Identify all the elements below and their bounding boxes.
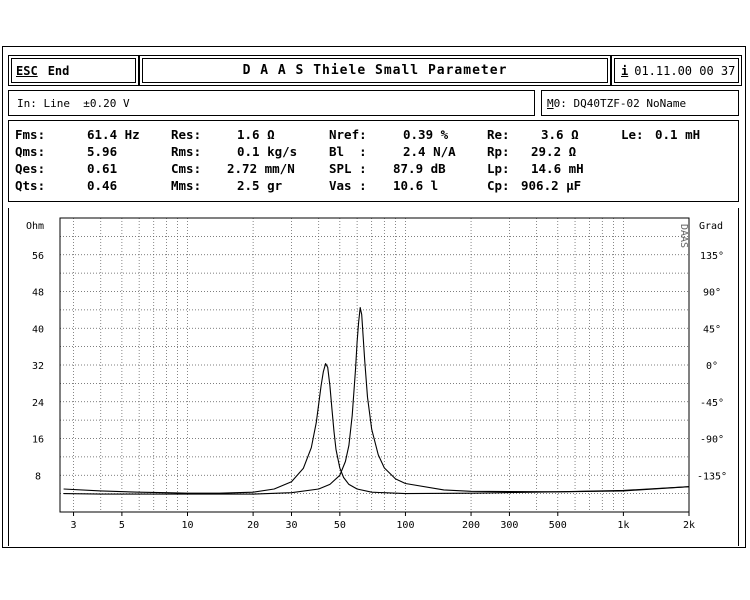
y-tick-label: 32 [32, 361, 44, 372]
y-tick-label: 24 [32, 398, 44, 409]
y2-tick-label: 45° [703, 324, 721, 335]
datetime-text: 01.11.00 00 37 [634, 63, 736, 78]
param-value: 2.72 mm/N [227, 161, 295, 176]
y-tick-label: 40 [32, 324, 44, 335]
chart-grid [60, 218, 690, 512]
end-label: End [47, 63, 70, 78]
param-value: 906.2 µF [521, 178, 582, 193]
param-value: 14.6 mH [531, 161, 584, 176]
param-label: Qms: [15, 144, 46, 159]
param-value: 87.9 dB [393, 161, 446, 176]
x-tick-label: 300 [500, 520, 518, 531]
param-value: 61.4 Hz [87, 127, 140, 142]
series-line-impedance-free-air [63, 307, 690, 495]
param-value: 0.46 [87, 178, 118, 193]
param-value: 2.4 N/A [403, 144, 456, 159]
param-label: Mms: [171, 178, 202, 193]
y-tick-label: 16 [32, 435, 44, 446]
x-tick-label: 50 [334, 520, 346, 531]
y2-tick-label: 0° [706, 361, 718, 372]
param-label: Bl : [329, 144, 367, 159]
info-icon: i [621, 63, 629, 78]
param-label: SPL : [329, 161, 367, 176]
x-tick-label: 10 [181, 520, 193, 531]
param-label: Le: [621, 127, 644, 142]
param-value: 5.96 [87, 144, 118, 159]
model-field[interactable]: M 0: DQ40TZF-02 NoName [541, 90, 739, 116]
param-label: Nref: [329, 127, 367, 142]
y-tick-label: 8 [35, 471, 41, 482]
y2-tick-label: 90° [703, 288, 721, 299]
param-label: Cp: [487, 178, 510, 193]
param-value: 1.6 Ω [237, 127, 275, 142]
y2-tick-label: 135° [700, 251, 724, 262]
x-tick-label: 2k [683, 520, 695, 531]
param-label: Qts: [15, 178, 46, 193]
ts-parameter-panel: Fms: 61.4 Hz Qms: 5.96 Qes: 0.61 Qts: 0.… [8, 120, 739, 202]
param-label: Re: [487, 127, 510, 142]
param-label: Lp: [487, 161, 510, 176]
info-datetime-button[interactable]: i 01.11.00 00 37 [611, 55, 742, 86]
input-level-field[interactable]: In: Line ±0.20 V [8, 90, 535, 116]
chart-curves [63, 307, 690, 495]
param-value: 3.6 Ω [541, 127, 579, 142]
param-value: 0.61 [87, 161, 118, 176]
page-title: D A A S Thiele Small Parameter [242, 63, 508, 78]
main-window [2, 46, 746, 548]
param-label: Fms: [15, 127, 46, 142]
y2-tick-label: -135° [697, 471, 727, 482]
param-value: 0.1 kg/s [237, 144, 298, 159]
model-text: 0: DQ40TZF-02 NoName [553, 96, 687, 110]
param-value: 0.1 mH [655, 127, 701, 142]
series-line-impedance-added-mass [63, 363, 690, 495]
impedance-plot-panel [8, 208, 739, 546]
x-tick-label: 20 [247, 520, 259, 531]
x-tick-label: 30 [285, 520, 297, 531]
param-label: Res: [171, 127, 202, 142]
param-label: Rms: [171, 144, 202, 159]
x-tick-label: 5 [119, 520, 125, 531]
param-label: Qes: [15, 161, 46, 176]
chart-labels: 3 5 10 20 30 50 100 200 300 500 1k 2k 8 16 24 32 40 48 56 1… [32, 251, 727, 531]
plot-frame [59, 217, 690, 513]
right-axis-title: Grad [699, 221, 723, 232]
x-tick-label: 200 [462, 520, 480, 531]
param-label: Vas : [329, 178, 367, 193]
y2-tick-label: -90° [700, 435, 724, 446]
param-label: Rp: [487, 144, 510, 159]
input-level-text: In: Line ±0.20 V [17, 96, 130, 110]
title-bar: D A A S Thiele Small Parameter [139, 55, 611, 86]
param-value: 29.2 Ω [531, 144, 577, 159]
left-axis-title: Ohm [26, 221, 44, 232]
y-tick-label: 56 [32, 251, 44, 262]
param-value: 10.6 l [393, 178, 439, 193]
x-tick-label: 500 [549, 520, 567, 531]
y2-tick-label: -45° [700, 398, 724, 409]
param-value: 2.5 gr [237, 178, 283, 193]
y-tick-label: 48 [32, 288, 44, 299]
x-tick-label: 3 [71, 520, 77, 531]
param-label: Cms: [171, 161, 202, 176]
daas-side-mark: DAAS [678, 224, 689, 248]
param-value: 0.39 % [403, 127, 449, 142]
esc-label: ESC [16, 63, 38, 78]
model-hotkey: M [547, 96, 554, 110]
esc-end-button[interactable]: ESC End [8, 55, 139, 86]
x-tick-label: 1k [617, 520, 629, 531]
x-tick-label: 100 [396, 520, 414, 531]
